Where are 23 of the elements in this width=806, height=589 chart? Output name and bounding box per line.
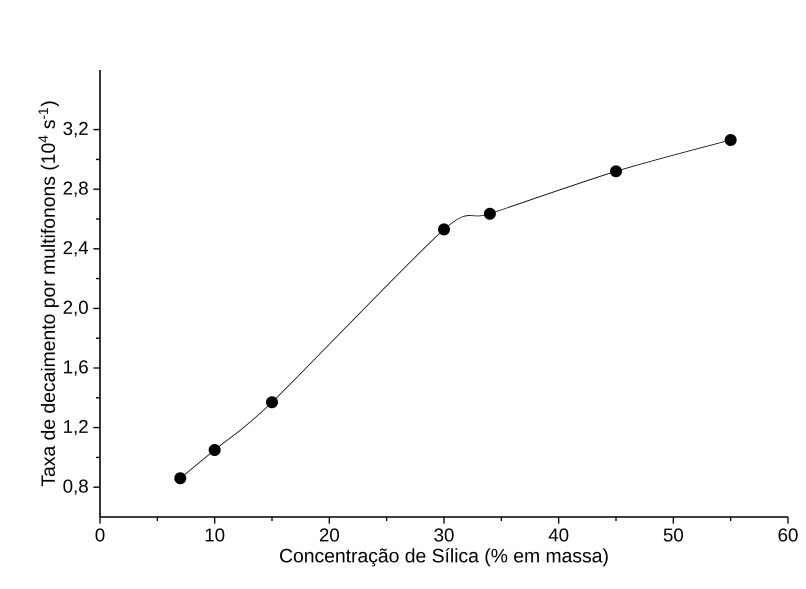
point [438,223,450,236]
y-tick-label: 1,2 [64,420,88,436]
point [174,472,186,484]
point [484,208,496,220]
y-tick-label: 2,0 [64,300,88,316]
x-tick-label: 50 [664,528,683,542]
y-tick-label: 2,4 [64,241,88,257]
point [208,444,221,456]
point [610,165,622,178]
y-tick-label: 2,8 [64,181,88,197]
point [724,134,737,146]
x-axis-title: Concentração de Sílica (% em massa) [280,548,608,566]
y-tick-label: 3,2 [63,122,88,138]
x-tick-label: 30 [434,528,454,542]
y-tick-label: 0,8 [63,479,88,495]
x-tick-label: 0 [96,528,104,542]
y-tick-label: 1,6 [64,360,88,376]
x-tick-label: 60 [778,528,798,542]
point [266,396,278,408]
x-tick-label: 10 [206,528,224,542]
y-axis-title: Taxa de decaimento por multifonons (10$^{4}$ s$^{-1}$) [38,102,59,486]
x-tick-label: 40 [548,528,568,542]
x-tick-label: 20 [320,528,339,542]
